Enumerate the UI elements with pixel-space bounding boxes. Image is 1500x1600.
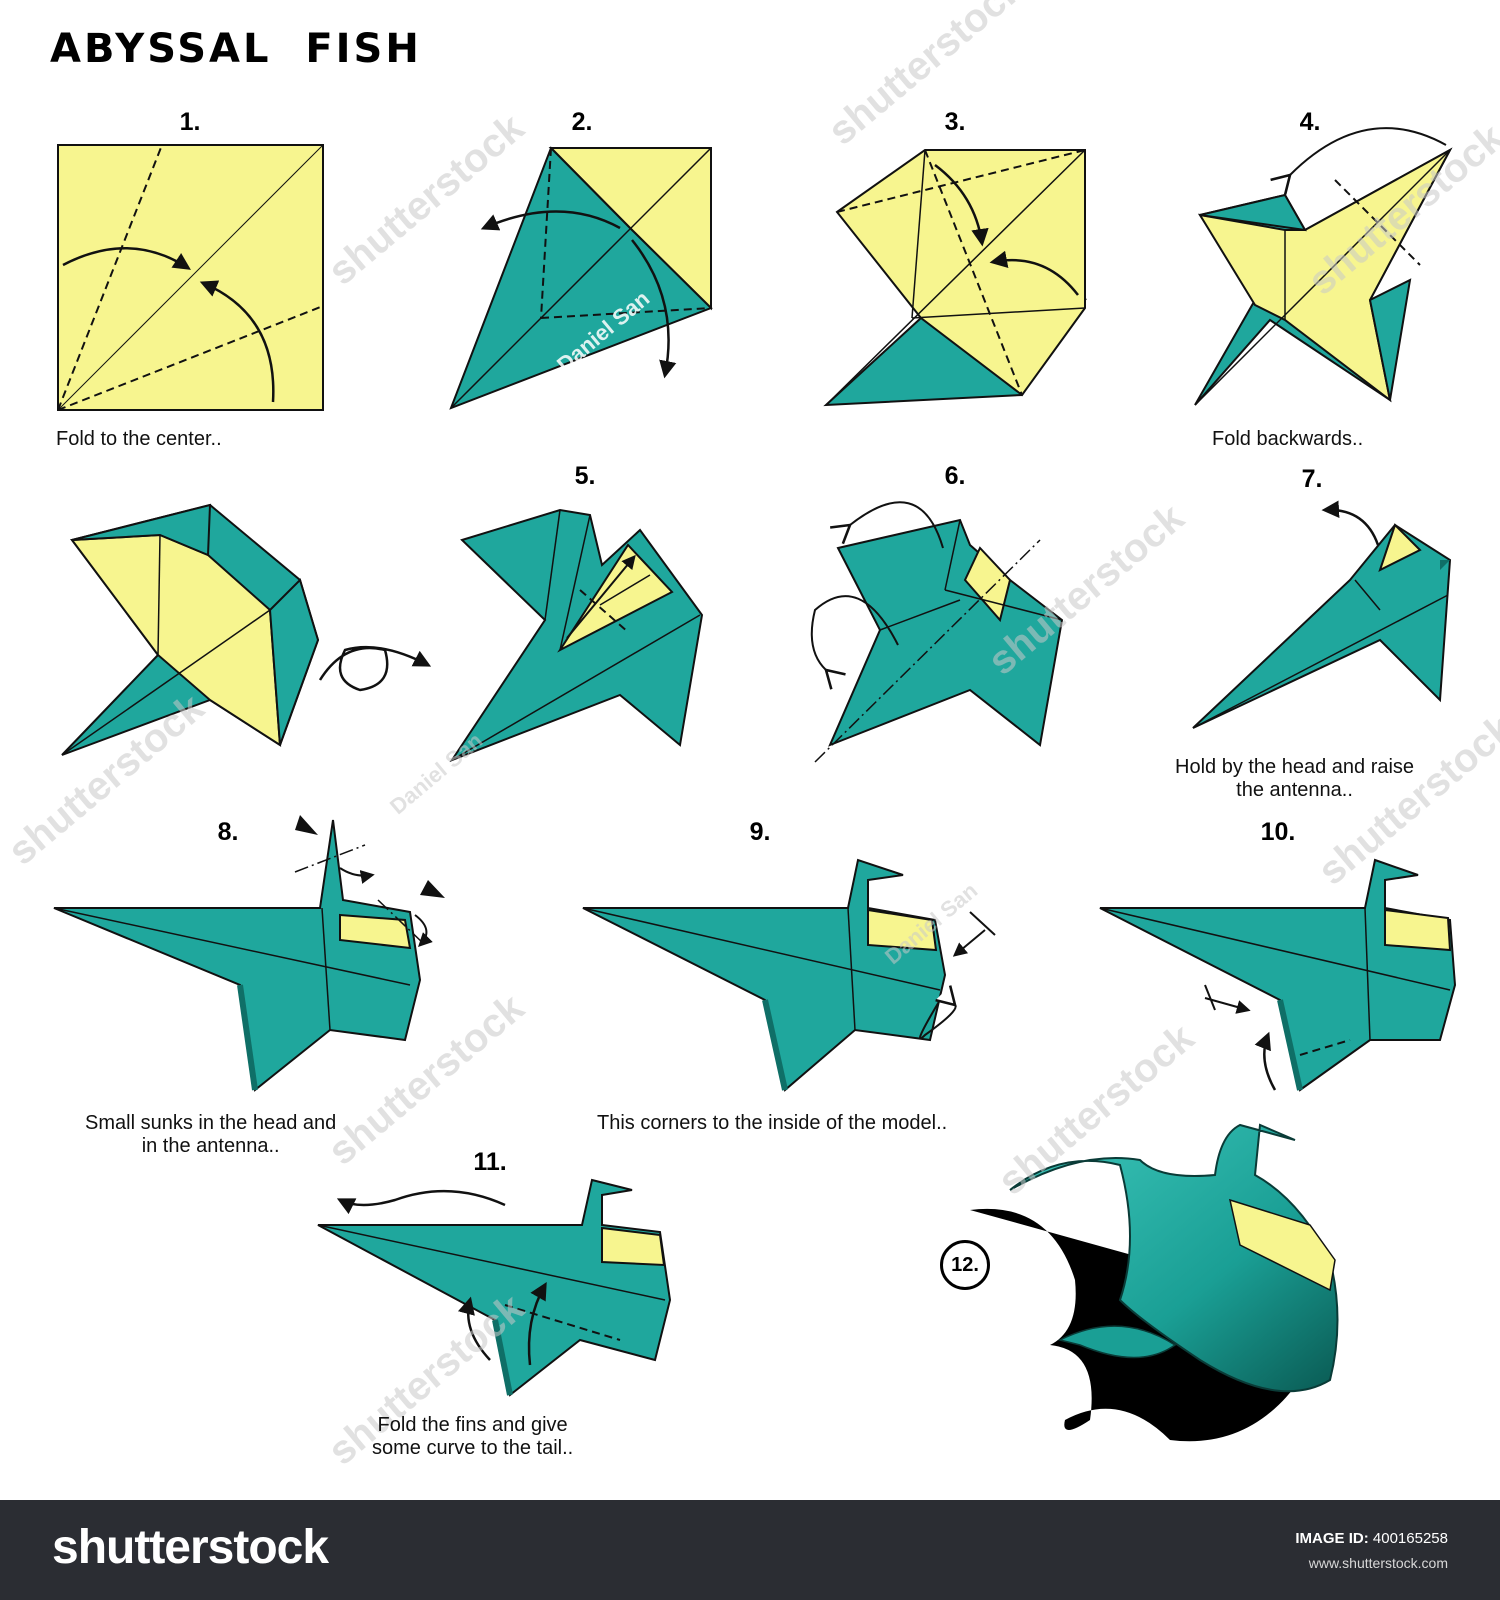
step-5-figure: [449, 508, 704, 763]
page-title: ABYSSAL FISH: [50, 26, 422, 72]
step-4-figure: [1194, 127, 1453, 406]
origami-diagram: [53, 127, 1457, 1442]
step-number: 9.: [749, 818, 771, 846]
step-number: 3.: [944, 108, 966, 136]
step-2-figure: [449, 146, 713, 410]
step-caption: Hold by the head and raise the antenna..: [1175, 756, 1415, 801]
step-number: 7.: [1301, 465, 1323, 493]
step-number: 5.: [574, 462, 596, 490]
step-number: 4.: [1299, 108, 1321, 136]
image-id: IMAGE ID: 400165258: [1295, 1530, 1448, 1547]
step-1-figure: [57, 144, 324, 411]
step-number: 8.: [217, 818, 239, 846]
step-number-final: 12.: [940, 1240, 990, 1290]
step-7-figure: [1192, 500, 1452, 729]
step-6-figure: [810, 501, 1064, 763]
step-number: 10.: [1260, 818, 1296, 846]
step-caption: Fold the fins and give some curve to the…: [372, 1414, 574, 1459]
footer-bar: shutterstock IMAGE ID: 400165258 www.shu…: [0, 1500, 1500, 1600]
step-caption: Fold to the center..: [56, 428, 222, 450]
step-number: 2.: [571, 108, 593, 136]
step-caption: Small sunks in the head and in the anten…: [85, 1112, 337, 1157]
step-11-figure: [317, 1178, 672, 1397]
step-4b-figure: [61, 503, 432, 756]
step-9-figure: [582, 858, 996, 1092]
step-caption: This corners to the inside of the model.…: [597, 1112, 948, 1134]
step-3-figure: [823, 149, 1088, 407]
step-caption: Fold backwards..: [1212, 428, 1364, 450]
step-number: 11.: [473, 1148, 507, 1176]
step-10-figure: [1099, 858, 1457, 1092]
step-number: 6.: [944, 462, 966, 490]
step-8-figure: [53, 815, 445, 1092]
brand-logo: shutterstock: [52, 1521, 329, 1574]
step-number: 1.: [179, 108, 201, 136]
site-url: www.shutterstock.com: [1308, 1555, 1448, 1571]
step-12-figure: [970, 1123, 1339, 1442]
